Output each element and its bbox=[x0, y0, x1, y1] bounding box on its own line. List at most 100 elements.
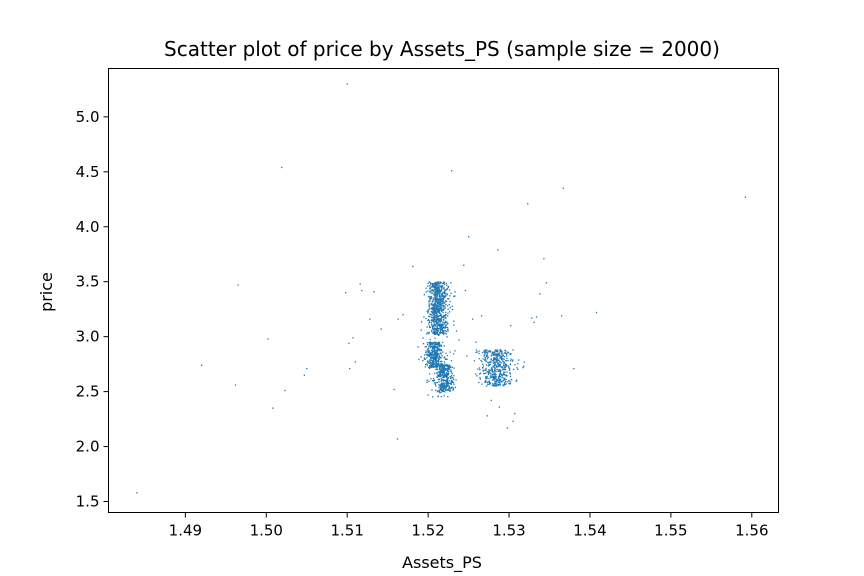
scatter-point bbox=[434, 365, 437, 367]
scatter-point bbox=[443, 356, 445, 359]
scatter-point bbox=[438, 353, 440, 355]
scatter-point bbox=[438, 361, 440, 363]
scatter-point bbox=[428, 373, 431, 375]
scatter-point bbox=[425, 354, 427, 356]
scatter-point bbox=[439, 294, 441, 296]
scatter-point bbox=[439, 355, 441, 357]
scatter-point bbox=[267, 338, 269, 340]
scatter-point bbox=[451, 381, 454, 384]
scatter-point bbox=[441, 382, 443, 384]
scatter-point bbox=[440, 391, 442, 394]
scatter-point bbox=[426, 310, 428, 313]
scatter-point bbox=[435, 311, 438, 314]
scatter-point bbox=[430, 321, 432, 324]
scatter-point bbox=[436, 360, 438, 362]
scatter-point bbox=[454, 295, 456, 297]
scatter-point bbox=[433, 348, 436, 350]
scatter-point bbox=[440, 285, 442, 287]
scatter-point bbox=[509, 375, 512, 378]
scatter-point bbox=[503, 377, 505, 379]
scatter-point bbox=[438, 389, 440, 392]
scatter-point bbox=[424, 346, 426, 348]
scatter-point bbox=[439, 307, 442, 309]
scatter-point bbox=[496, 384, 499, 386]
scatter-point bbox=[433, 328, 435, 330]
scatter-point bbox=[443, 369, 445, 371]
scatter-point bbox=[435, 300, 438, 302]
scatter-point bbox=[426, 326, 428, 328]
scatter-point bbox=[427, 290, 429, 292]
scatter-point bbox=[435, 283, 438, 285]
scatter-point bbox=[498, 365, 500, 368]
scatter-point bbox=[501, 366, 503, 368]
scatter-point bbox=[440, 384, 442, 386]
scatter-point bbox=[451, 377, 453, 379]
scatter-point bbox=[502, 364, 505, 367]
scatter-point bbox=[441, 316, 443, 319]
scatter-point bbox=[487, 381, 489, 383]
scatter-point bbox=[504, 371, 506, 373]
scatter-point bbox=[442, 325, 444, 327]
scatter-point bbox=[443, 386, 446, 388]
scatter-point bbox=[431, 360, 433, 362]
scatter-point bbox=[494, 367, 496, 370]
scatter-point bbox=[435, 284, 437, 286]
scatter-point bbox=[427, 319, 430, 321]
x-axis-label: Assets_PS bbox=[402, 553, 482, 573]
scatter-point bbox=[482, 358, 484, 360]
scatter-point bbox=[434, 358, 436, 361]
scatter-point bbox=[430, 343, 432, 345]
scatter-point bbox=[434, 383, 436, 386]
scatter-point bbox=[451, 380, 454, 383]
scatter-point bbox=[437, 301, 439, 303]
scatter-point bbox=[450, 360, 453, 362]
scatter-point bbox=[434, 346, 436, 349]
scatter-point bbox=[499, 369, 501, 371]
scatter-point bbox=[437, 288, 439, 291]
scatter-point bbox=[494, 375, 496, 378]
scatter-point bbox=[441, 360, 443, 362]
scatter-point bbox=[431, 312, 434, 314]
scatter-point bbox=[595, 311, 598, 314]
scatter-point bbox=[429, 346, 431, 349]
scatter-point bbox=[439, 374, 442, 377]
scatter-point bbox=[490, 368, 493, 370]
scatter-point bbox=[493, 359, 495, 361]
scatter-point bbox=[441, 328, 443, 330]
scatter-point bbox=[483, 373, 485, 375]
scatter-point bbox=[504, 356, 506, 358]
scatter-point bbox=[485, 360, 487, 362]
scatter-point bbox=[438, 356, 441, 358]
scatter-point bbox=[433, 366, 435, 368]
scatter-point bbox=[453, 324, 455, 326]
scatter-point bbox=[428, 305, 430, 308]
scatter-point bbox=[441, 390, 443, 393]
scatter-point bbox=[490, 399, 492, 402]
scatter-point bbox=[486, 376, 488, 378]
scatter-point bbox=[444, 290, 447, 292]
scatter-point bbox=[452, 387, 455, 389]
scatter-point bbox=[450, 381, 452, 383]
scatter-point bbox=[498, 365, 500, 367]
scatter-point bbox=[436, 352, 438, 354]
scatter-point bbox=[507, 351, 509, 353]
scatter-point bbox=[437, 324, 439, 327]
scatter-point bbox=[495, 350, 498, 353]
scatter-point bbox=[429, 287, 431, 289]
scatter-point bbox=[431, 356, 433, 358]
scatter-point bbox=[439, 360, 442, 363]
scatter-point bbox=[439, 375, 441, 378]
scatter-point bbox=[439, 385, 442, 387]
scatter-point bbox=[477, 368, 479, 370]
scatter-point bbox=[429, 288, 431, 290]
scatter-point bbox=[443, 376, 445, 379]
scatter-point bbox=[237, 284, 239, 286]
scatter-point bbox=[432, 289, 434, 292]
y-tick-label: 4.0 bbox=[76, 218, 100, 236]
scatter-point bbox=[444, 305, 446, 307]
x-tick-label: 1.51 bbox=[331, 522, 364, 540]
scatter-point bbox=[561, 315, 563, 317]
scatter-point bbox=[503, 361, 505, 363]
scatter-point bbox=[435, 385, 437, 387]
scatter-point bbox=[438, 343, 441, 345]
